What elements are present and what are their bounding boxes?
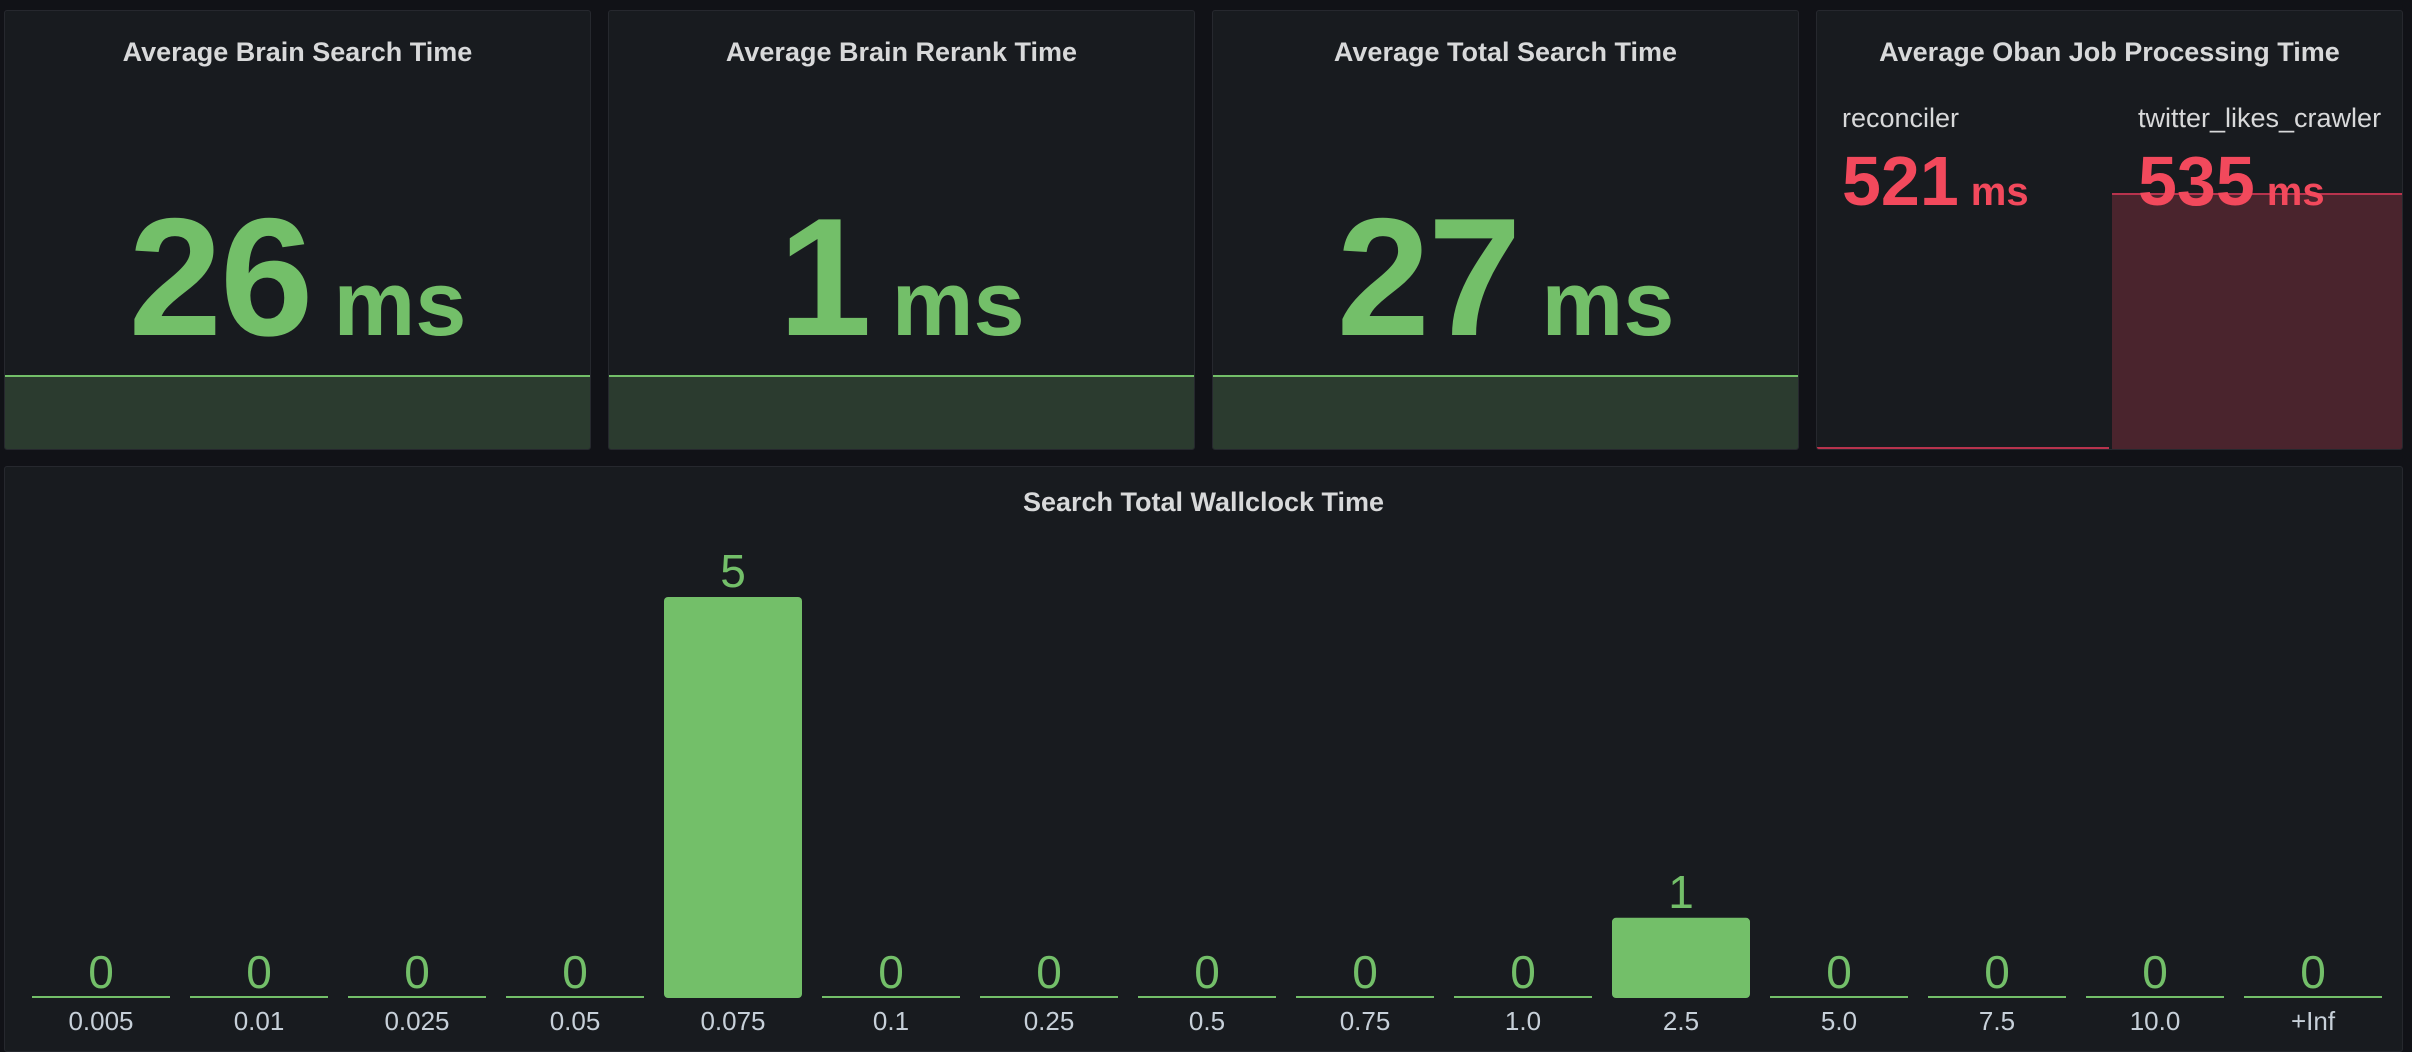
panel-title[interactable]: Search Total Wallclock Time — [1022, 487, 1385, 517]
histogram-bar[interactable] — [506, 996, 644, 998]
histogram-category-label: +Inf — [2291, 1006, 2336, 1036]
panel-brain-search-time[interactable]: Average Brain Search Time 26 ms — [4, 10, 591, 450]
oban-number: 521 — [1842, 142, 1959, 220]
histogram-category-label: 10.0 — [2130, 1006, 2181, 1036]
histogram-value-label: 0 — [1826, 946, 1852, 998]
histogram-bar[interactable] — [1454, 996, 1592, 998]
histogram-value-label: 5 — [720, 545, 746, 597]
histogram-category-label: 1.0 — [1505, 1006, 1541, 1036]
histogram-bar[interactable] — [664, 597, 802, 998]
oban-number: 535 — [2138, 142, 2255, 220]
histogram-bar[interactable] — [1138, 996, 1276, 998]
oban-sparkline — [1817, 447, 2109, 449]
oban-sparkline — [2112, 193, 2402, 449]
histogram-bar[interactable] — [1296, 996, 1434, 998]
stat-value: 1 ms — [609, 181, 1194, 374]
panel-title[interactable]: Average Brain Search Time — [122, 37, 473, 67]
histogram-category-label: 0.01 — [234, 1006, 285, 1036]
sparkline — [609, 375, 1194, 449]
panel-title[interactable]: Average Oban Job Processing Time — [1879, 37, 2340, 67]
histogram-bar[interactable] — [1770, 996, 1908, 998]
stat-unit: ms — [333, 253, 467, 355]
histogram-category-label: 0.075 — [700, 1006, 765, 1036]
histogram-bar[interactable] — [32, 996, 170, 998]
histogram-chart: 0 0.005 0 0.01 0 0.025 0 0.05 5 0.075 0 0.1 0 0.25 0 0.… — [32, 545, 2382, 1036]
oban-label: reconciler — [1842, 103, 1960, 133]
histogram-bar[interactable] — [348, 996, 486, 998]
stat-value: 26 ms — [5, 181, 590, 374]
panel-oban-job-processing-time[interactable]: reconciler 521 ms twitter_likes_crawler 5… — [1816, 10, 2403, 450]
stat-number: 27 — [1336, 183, 1522, 371]
histogram-value-label: 0 — [878, 946, 904, 998]
stat-value: 27 ms — [1213, 181, 1798, 374]
histogram-value-label: 0 — [562, 946, 588, 998]
histogram-category-label: 0.025 — [384, 1006, 449, 1036]
histogram-bar[interactable] — [1928, 996, 2066, 998]
oban-stat-reconciler: reconciler 521 ms — [1817, 11, 2109, 449]
histogram-bar[interactable] — [822, 996, 960, 998]
histogram-value-label: 0 — [1510, 946, 1536, 998]
histogram-value-label: 0 — [2142, 946, 2168, 998]
histogram-bar[interactable] — [2244, 996, 2382, 998]
sparkline — [5, 375, 590, 449]
panel-total-search-time[interactable]: Average Total Search Time 27 ms — [1212, 10, 1799, 450]
oban-label: twitter_likes_crawler — [2138, 103, 2382, 133]
histogram-category-label: 0.005 — [68, 1006, 133, 1036]
histogram-category-label: 0.1 — [873, 1006, 909, 1036]
panel-title[interactable]: Average Brain Rerank Time — [725, 37, 1078, 67]
panel-search-wallclock-histogram[interactable]: Search Total Wallclock Time 0 0.005 0 0.01 0… — [4, 466, 2403, 1052]
histogram-value-label: 0 — [1352, 946, 1378, 998]
histogram-category-label: 0.05 — [550, 1006, 601, 1036]
stat-number: 1 — [778, 183, 871, 371]
histogram-category-label: 7.5 — [1979, 1006, 2015, 1036]
histogram-value-label: 0 — [88, 946, 114, 998]
panel-brain-rerank-time[interactable]: Average Brain Rerank Time 1 ms — [608, 10, 1195, 450]
oban-unit: ms — [1970, 170, 2029, 214]
histogram-category-label: 0.75 — [1340, 1006, 1391, 1036]
oban-value: 521 ms — [1842, 141, 2029, 221]
histogram-category-label: 0.5 — [1189, 1006, 1225, 1036]
sparkline — [1213, 375, 1798, 449]
histogram-value-label: 0 — [246, 946, 272, 998]
histogram-category-label: 0.25 — [1024, 1006, 1075, 1036]
histogram-bar[interactable] — [190, 996, 328, 998]
histogram-bar[interactable] — [980, 996, 1118, 998]
histogram-category-label: 5.0 — [1821, 1006, 1857, 1036]
stat-number: 26 — [128, 183, 314, 371]
histogram-value-label: 1 — [1668, 866, 1694, 918]
histogram-value-label: 0 — [2300, 946, 2326, 998]
oban-stat-twitter-likes-crawler: twitter_likes_crawler 535 ms — [2112, 11, 2402, 449]
stat-unit: ms — [1541, 253, 1675, 355]
histogram-category-label: 2.5 — [1663, 1006, 1699, 1036]
oban-value: 535 ms — [2138, 141, 2325, 221]
histogram-value-label: 0 — [404, 946, 430, 998]
histogram-bar[interactable] — [2086, 996, 2224, 998]
oban-unit: ms — [2266, 170, 2325, 214]
histogram-value-label: 0 — [1194, 946, 1220, 998]
stat-unit: ms — [891, 253, 1025, 355]
histogram-value-label: 0 — [1984, 946, 2010, 998]
histogram-bar[interactable] — [1612, 917, 1750, 998]
panel-title[interactable]: Average Total Search Time — [1333, 37, 1678, 67]
histogram-value-label: 0 — [1036, 946, 1062, 998]
